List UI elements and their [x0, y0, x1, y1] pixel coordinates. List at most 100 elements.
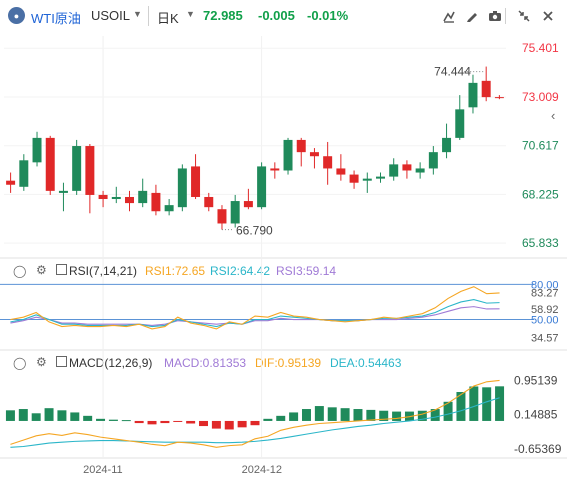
macd-histogram-bar — [147, 420, 157, 425]
eye-icon[interactable]: ◯ — [13, 356, 27, 370]
macd-value: MACD:0.81353 — [164, 356, 247, 370]
macd-histogram-bar — [456, 392, 466, 421]
indicator-box-icon — [56, 264, 67, 275]
price-change-pct: -0.01% — [307, 8, 349, 23]
candle-body — [349, 174, 359, 183]
candle-body — [323, 156, 333, 169]
candle-body — [111, 196, 121, 200]
price-axis-label: 68.225 — [522, 187, 559, 201]
indicator-box-icon — [56, 356, 67, 367]
candle-body — [336, 168, 346, 175]
macd-histogram-bar — [469, 386, 479, 421]
macd-histogram-bar — [314, 406, 324, 421]
candle-body — [389, 164, 399, 177]
macd-histogram-bar — [18, 409, 28, 421]
macd-label: MACD(12,26,9) — [69, 356, 153, 370]
candle-body — [191, 166, 201, 197]
candle-body — [296, 139, 306, 153]
rsi-axis-label: 80.00 — [531, 279, 559, 291]
candle-body — [32, 137, 42, 163]
period-selector[interactable]: 日K — [157, 11, 179, 26]
macd-histogram-bar — [495, 386, 505, 421]
rsi3-line — [10, 306, 500, 326]
macd-histogram-bar — [237, 420, 247, 428]
rsi2-value: RSI2:64.42 — [210, 264, 271, 278]
candle-body — [283, 139, 293, 171]
dif-line — [10, 379, 500, 448]
macd-histogram-bar — [199, 420, 209, 427]
header-divider — [148, 6, 149, 26]
candle-body — [72, 146, 82, 191]
macd-axis-label: 0.95139 — [514, 373, 558, 387]
candle-body — [309, 152, 319, 157]
symbol-name[interactable]: WTI原油 — [31, 11, 81, 26]
price-axis-label: 73.009 — [522, 90, 559, 104]
macd-histogram-bar — [263, 418, 273, 421]
macd-histogram-bar — [70, 412, 80, 421]
price-axis-label: 70.617 — [522, 139, 559, 153]
macd-histogram-bar — [224, 420, 234, 430]
pen-icon[interactable] — [463, 7, 481, 25]
symbol-code[interactable]: USOIL — [91, 8, 131, 23]
candle-body — [6, 180, 16, 185]
macd-histogram-bar — [31, 413, 41, 421]
macd-histogram-bar — [160, 420, 170, 424]
macd-histogram-bar — [186, 420, 196, 424]
candle-body — [164, 205, 174, 212]
gear-icon[interactable]: ⚙ — [36, 355, 47, 369]
min-price-label: 66.790 — [236, 224, 273, 238]
rsi-axis-label: 58.92 — [531, 304, 559, 316]
rsi1-line — [10, 286, 500, 330]
candle-body — [151, 192, 161, 212]
macd-axis-label: 0.14885 — [514, 408, 558, 422]
macd-histogram-bar — [417, 410, 427, 421]
macd-histogram-bar — [289, 412, 299, 421]
rsi3-value: RSI3:59.14 — [276, 264, 337, 278]
max-price-label: 74.444 — [434, 65, 471, 79]
candle-body — [376, 176, 385, 179]
toolbar-divider — [505, 8, 506, 24]
macd-histogram-bar — [57, 410, 67, 421]
chevron-down-icon[interactable]: ▼ — [133, 9, 142, 19]
candle-body — [98, 194, 108, 200]
dif-value: DIF:0.95139 — [255, 356, 322, 370]
candle-body — [270, 168, 280, 171]
eye-icon[interactable]: ◯ — [13, 264, 27, 278]
macd-histogram-bar — [276, 415, 286, 421]
macd-histogram-bar — [83, 415, 93, 421]
last-price: 72.985 — [203, 8, 243, 23]
candle-body — [230, 201, 240, 224]
macd-histogram-bar — [392, 411, 402, 421]
chevron-down-icon[interactable]: ▼ — [186, 9, 195, 19]
candle-body — [257, 166, 267, 208]
macd-axis-label: -0.65369 — [514, 442, 562, 456]
macd-histogram-bar — [301, 409, 311, 421]
candle-body — [19, 160, 29, 187]
macd-histogram-bar — [44, 408, 54, 421]
macd-histogram-bar — [340, 408, 350, 421]
draw-tool-icon[interactable] — [440, 7, 458, 25]
candle-body — [481, 80, 491, 98]
candle-body — [415, 168, 425, 173]
camera-icon[interactable] — [486, 7, 504, 25]
x-axis-label: 2024-11 — [83, 464, 123, 476]
macd-histogram-bar — [211, 420, 221, 429]
rsi-axis-label: 34.57 — [531, 333, 559, 345]
macd-histogram-bar — [121, 420, 131, 422]
macd-histogram-bar — [430, 409, 440, 421]
macd-histogram-bar — [108, 419, 118, 421]
macd-histogram-bar — [443, 401, 453, 421]
shrink-icon[interactable] — [515, 7, 533, 25]
gear-icon[interactable]: ⚙ — [36, 263, 47, 277]
candle-body — [177, 168, 187, 208]
candle-body — [494, 97, 504, 99]
candle-body — [45, 137, 55, 191]
macd-histogram-bar — [366, 409, 376, 421]
close-icon[interactable] — [539, 7, 557, 25]
macd-histogram-bar — [353, 409, 363, 421]
chevron-left-icon[interactable]: ‹ — [551, 108, 556, 123]
oil-drop-icon: ● — [8, 7, 25, 24]
x-axis-label: 2024-12 — [242, 464, 282, 476]
macd-histogram-bar — [96, 418, 106, 421]
